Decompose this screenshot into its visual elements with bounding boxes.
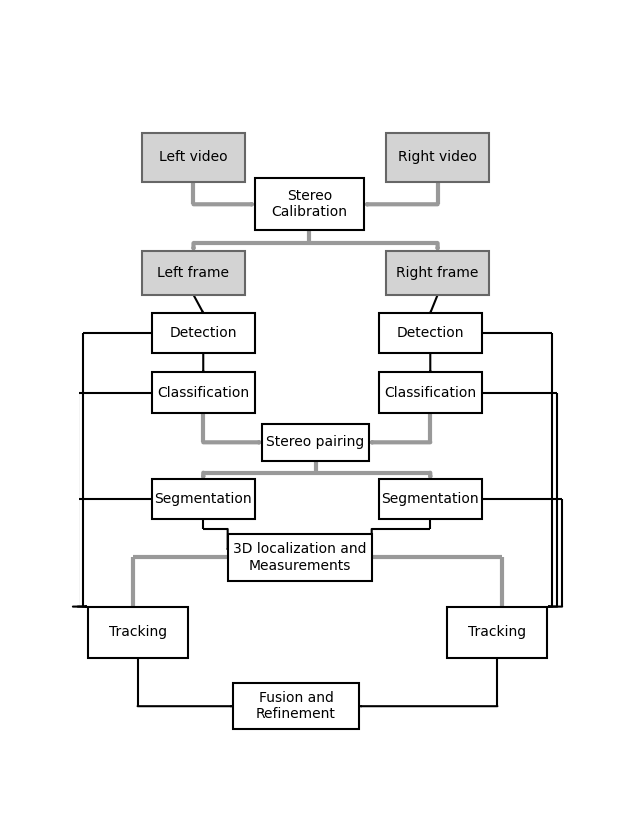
Text: Right frame: Right frame [396, 265, 479, 280]
Text: Detection: Detection [169, 326, 237, 340]
Bar [227, 534, 372, 580]
Text: Classification: Classification [158, 386, 249, 400]
Bar [152, 479, 255, 519]
Bar [232, 683, 360, 729]
Text: Detection: Detection [396, 326, 464, 340]
Bar [379, 313, 481, 353]
Bar [379, 479, 481, 519]
Bar [152, 372, 255, 412]
Bar [262, 423, 369, 461]
Text: Left frame: Left frame [158, 265, 229, 280]
Text: Segmentation: Segmentation [382, 492, 479, 507]
Bar [142, 251, 244, 295]
Bar [386, 133, 489, 181]
Text: 3D localization and
Measurements: 3D localization and Measurements [233, 543, 367, 573]
Text: Right video: Right video [398, 150, 477, 165]
Text: Tracking: Tracking [468, 626, 527, 639]
Bar [447, 606, 547, 659]
Bar [255, 178, 364, 230]
Text: Stereo
Calibration: Stereo Calibration [272, 189, 348, 219]
Text: Fusion and
Refinement: Fusion and Refinement [256, 691, 336, 722]
Text: Stereo pairing: Stereo pairing [266, 435, 365, 449]
Text: Left video: Left video [159, 150, 228, 165]
Bar [379, 372, 481, 412]
Text: Classification: Classification [384, 386, 476, 400]
Bar [88, 606, 188, 659]
Text: Segmentation: Segmentation [154, 492, 252, 507]
Bar [386, 251, 489, 295]
Text: Tracking: Tracking [108, 626, 167, 639]
Bar [152, 313, 255, 353]
Bar [142, 133, 244, 181]
